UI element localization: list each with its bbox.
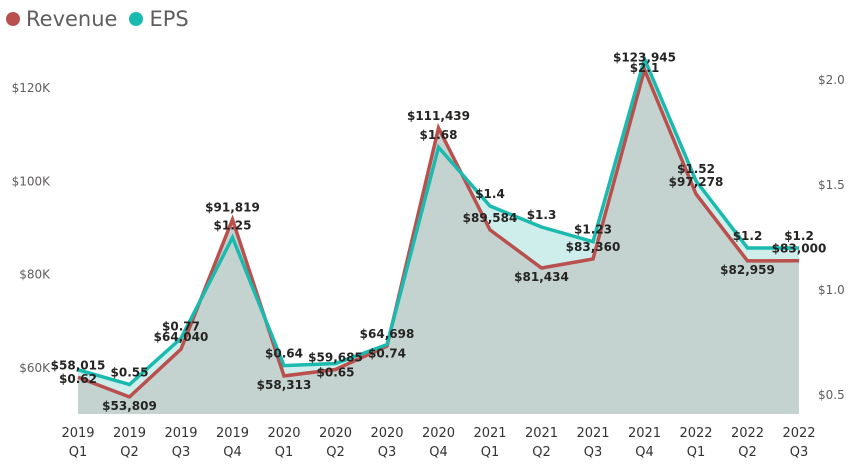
legend-marker-eps [129,12,144,26]
revenue-data-label: $111,439 [407,109,470,123]
y-left-tick-label: $80K [19,268,51,282]
eps-data-label: $1.3 [527,208,557,222]
x-tick-year: 2020 [422,426,455,441]
area-layer [78,59,799,414]
eps-data-label: $0.74 [368,347,406,361]
y-left-tick-label: $100K [12,174,52,188]
x-tick-quarter: Q4 [223,445,242,460]
x-tick-year: 2022 [679,426,712,441]
y-right-tick-label: $1.0 [818,283,845,297]
x-tick-quarter: Q3 [584,445,603,460]
x-tick-year: 2019 [113,426,146,441]
eps-data-label: $0.65 [317,366,355,380]
legend-label-eps: EPS [149,7,189,31]
revenue-area [78,69,799,414]
y-right-tick-label: $1.5 [818,178,845,192]
x-tick-quarter: Q2 [738,445,757,460]
x-axis: 2019 Q1 2019 Q2 2019 Q3 2019 Q4 2020 Q1 2020 Q2 2020… [61,426,815,460]
revenue-data-label: $58,015 [51,358,106,372]
x-tick-quarter: Q1 [687,445,706,460]
eps-data-label: $1.23 [574,223,612,237]
eps-data-label: $0.64 [265,347,303,361]
chart-legend: Revenue EPS [6,4,201,34]
x-tick-quarter: Q2 [326,445,345,460]
revenue-data-label: $64,040 [154,330,209,344]
x-tick-quarter: Q4 [635,445,654,460]
y-left-tick-label: $60K [19,361,51,375]
y-axis-right: $0.5 $1.0 $1.5 $2.0 [818,73,845,402]
x-tick-quarter: Q1 [481,445,500,460]
eps-data-label: $0.62 [59,372,97,386]
x-tick-quarter: Q3 [378,445,397,460]
x-tick-quarter: Q1 [69,445,88,460]
x-tick-year: 2021 [576,426,609,441]
revenue-data-label: $89,584 [463,211,518,225]
legend-item-eps[interactable]: EPS [129,7,189,31]
legend-marker-revenue [6,12,20,26]
eps-data-label: $1.68 [420,128,458,142]
revenue-data-label: $59,685 [308,350,363,364]
eps-data-label: $0.77 [162,319,200,333]
eps-data-label: $1.52 [677,162,715,176]
eps-data-label: $0.55 [111,366,149,380]
x-tick-quarter: Q2 [120,445,139,460]
eps-data-label: $1.25 [214,219,252,233]
x-tick-quarter: Q2 [532,445,551,460]
x-tick-year: 2021 [628,426,661,441]
data-label-layer: $58,015 $53,809 $64,040 $91,819 $58,313 $59,6… [51,51,827,413]
line-layer [77,53,800,399]
x-tick-year: 2022 [782,426,815,441]
revenue-data-label: $83,000 [772,242,827,256]
revenue-data-label: $97,278 [669,175,724,189]
eps-data-label: $1.2 [733,229,763,243]
revenue-data-label: $91,819 [205,201,260,215]
x-tick-year: 2019 [164,426,197,441]
y-right-tick-label: $2.0 [818,73,845,87]
x-tick-year: 2019 [216,426,249,441]
eps-data-label: $2.1 [630,61,660,75]
revenue-data-label: $81,434 [514,270,569,284]
eps-data-label: $1.4 [475,187,505,201]
x-tick-year: 2021 [525,426,558,441]
legend-item-revenue[interactable]: Revenue [6,7,117,31]
x-tick-year: 2022 [731,426,764,441]
x-tick-year: 2021 [473,426,506,441]
x-tick-year: 2020 [370,426,403,441]
x-tick-year: 2020 [267,426,300,441]
y-axis-left: $60K $80K $100K $120K [12,81,52,375]
y-right-tick-label: $0.5 [818,388,845,402]
eps-line [77,53,799,387]
x-tick-quarter: Q1 [275,445,294,460]
revenue-data-label: $83,360 [566,240,621,254]
x-tick-quarter: Q3 [790,445,809,460]
revenue-data-label: $123,945 [613,51,676,65]
x-tick-quarter: Q3 [172,445,191,460]
revenue-data-label: $58,313 [257,378,312,392]
revenue-data-label: $64,698 [360,327,415,341]
x-tick-year: 2020 [319,426,352,441]
revenue-data-label: $82,959 [720,263,775,277]
revenue-data-label: $53,809 [102,399,157,413]
legend-label-revenue: Revenue [26,7,118,31]
x-tick-quarter: Q4 [429,445,448,460]
y-left-tick-label: $120K [12,81,52,95]
x-tick-year: 2019 [61,426,94,441]
eps-data-label: $1.2 [784,229,814,243]
